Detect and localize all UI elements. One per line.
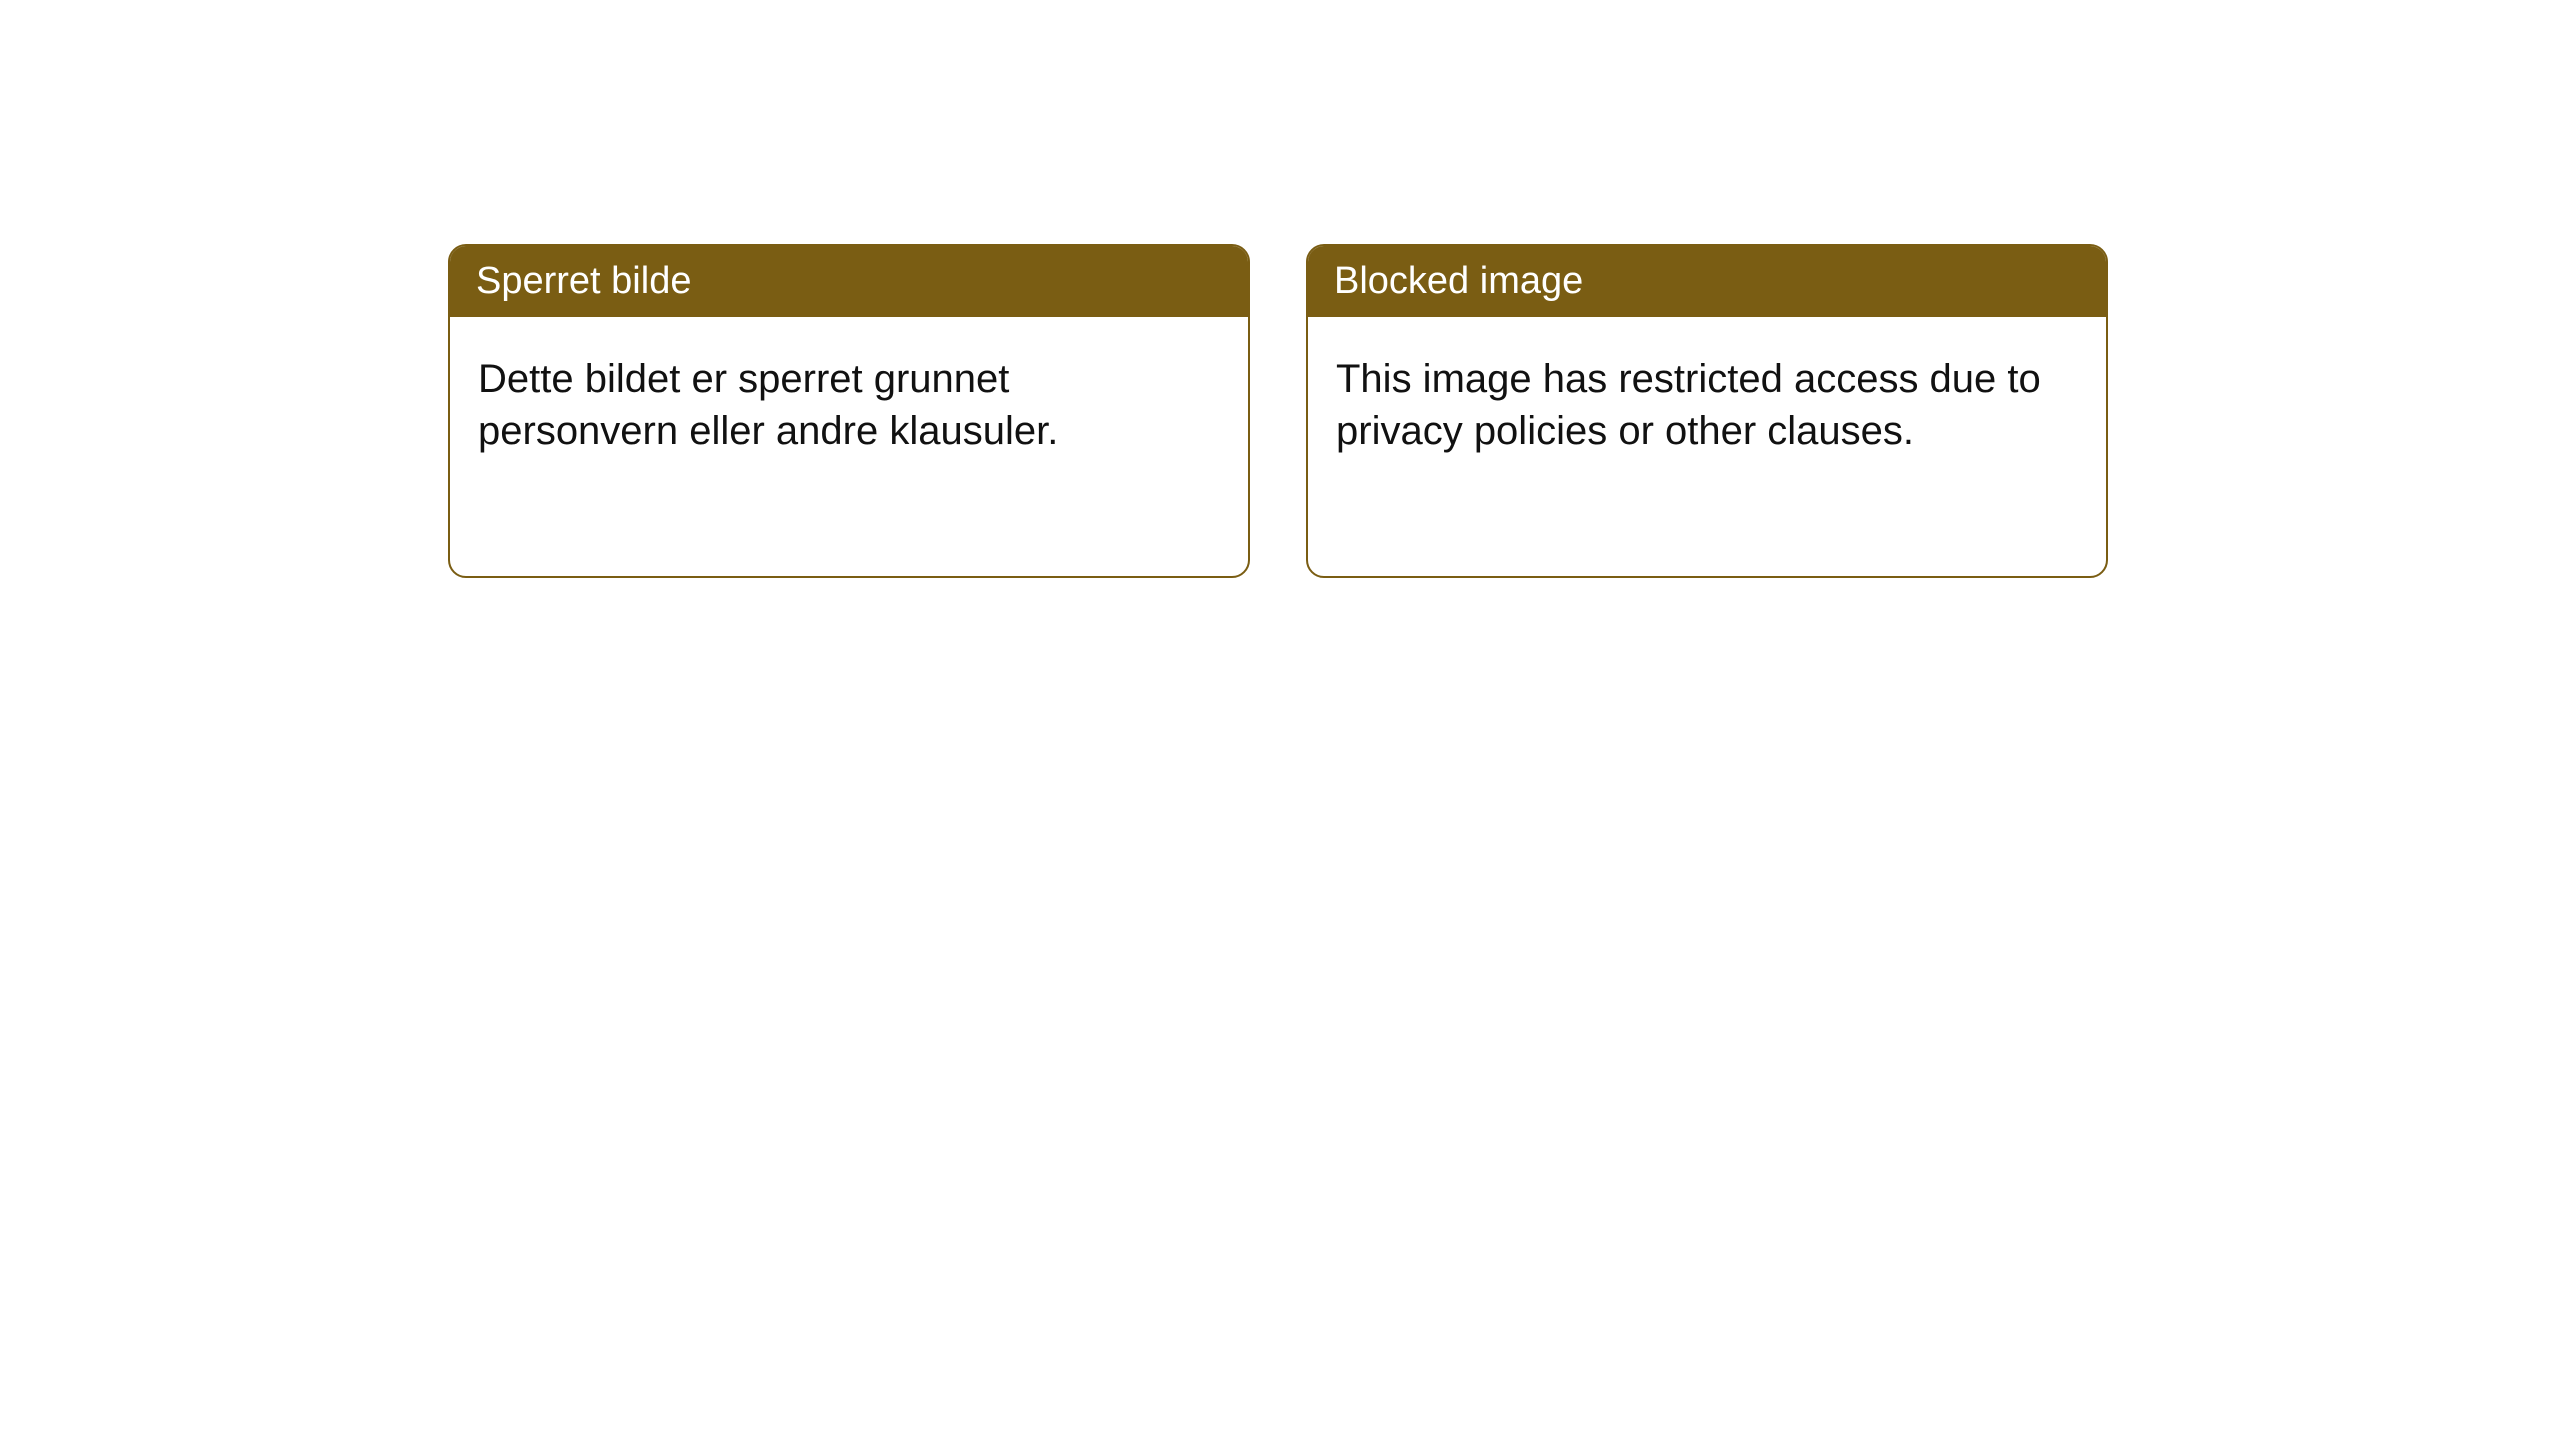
notice-card-norwegian: Sperret bilde Dette bildet er sperret gr… <box>448 244 1250 578</box>
notice-header: Blocked image <box>1308 246 2106 317</box>
notice-container: Sperret bilde Dette bildet er sperret gr… <box>0 0 2560 578</box>
notice-body: Dette bildet er sperret grunnet personve… <box>450 317 1248 493</box>
notice-body: This image has restricted access due to … <box>1308 317 2106 493</box>
notice-header: Sperret bilde <box>450 246 1248 317</box>
notice-card-english: Blocked image This image has restricted … <box>1306 244 2108 578</box>
